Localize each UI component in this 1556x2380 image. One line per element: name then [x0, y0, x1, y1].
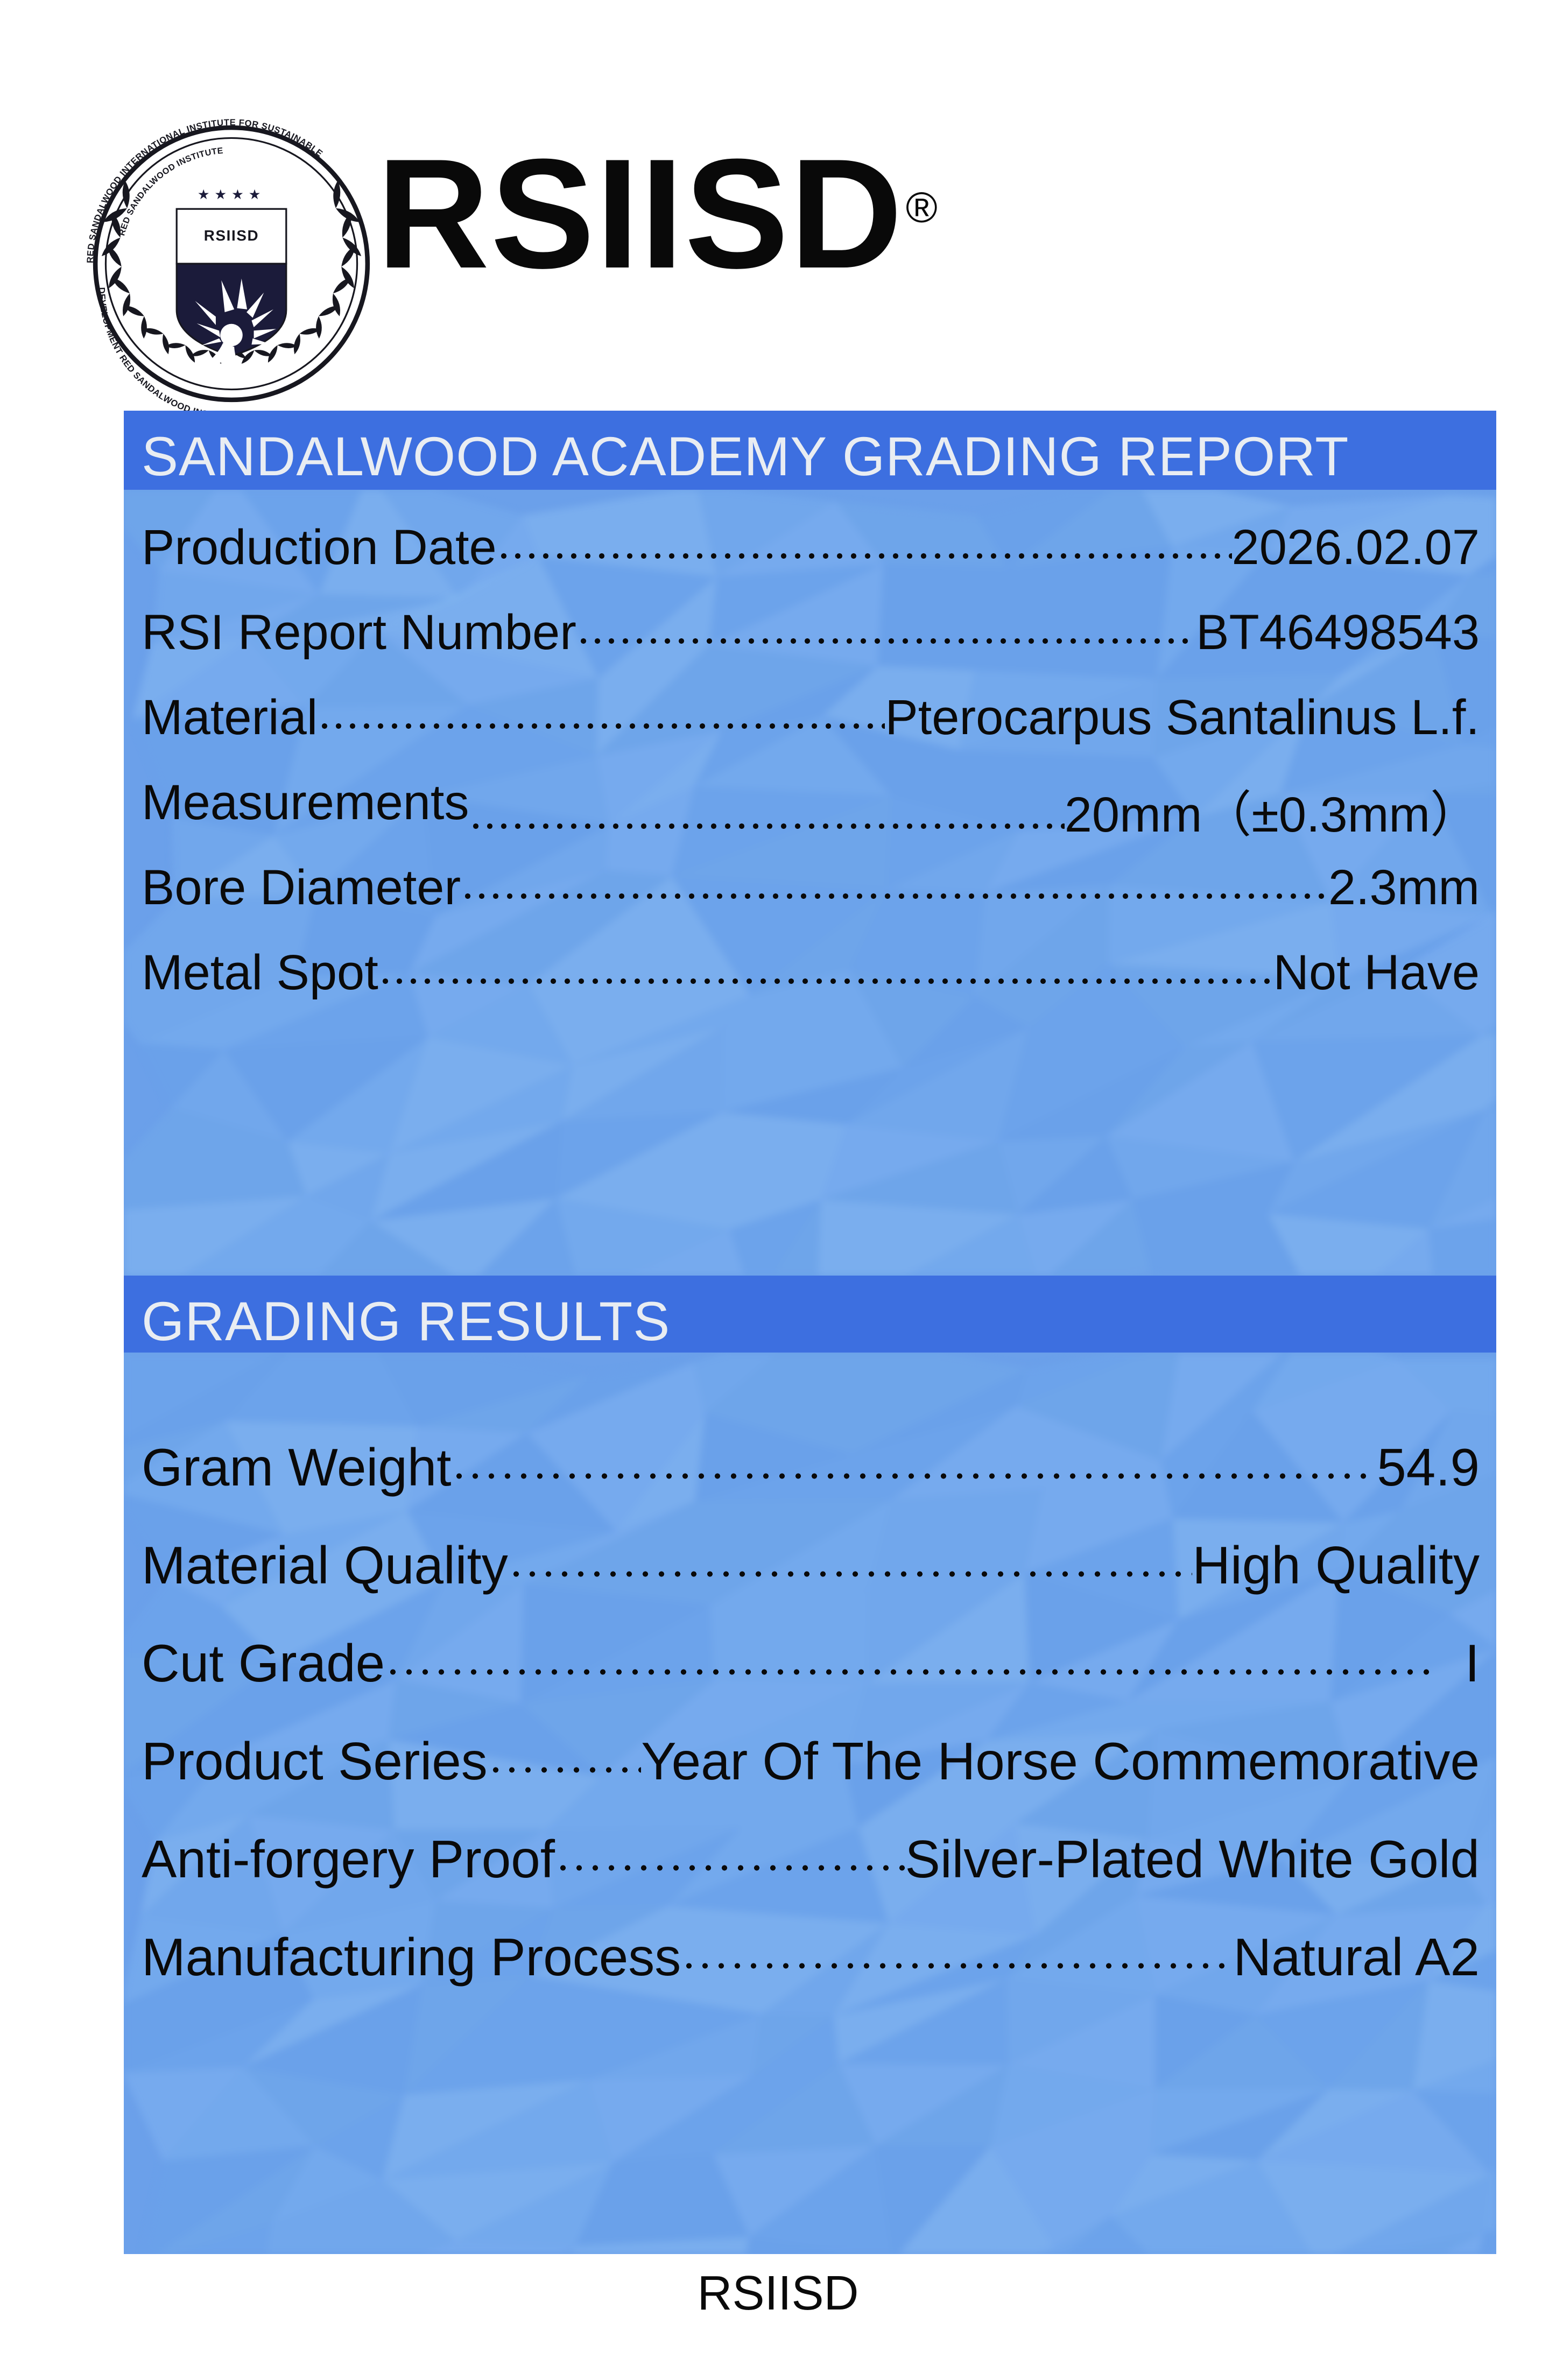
svg-text:★★★★: ★★★★: [198, 187, 265, 202]
svg-text:RSIISD: RSIISD: [204, 227, 259, 244]
